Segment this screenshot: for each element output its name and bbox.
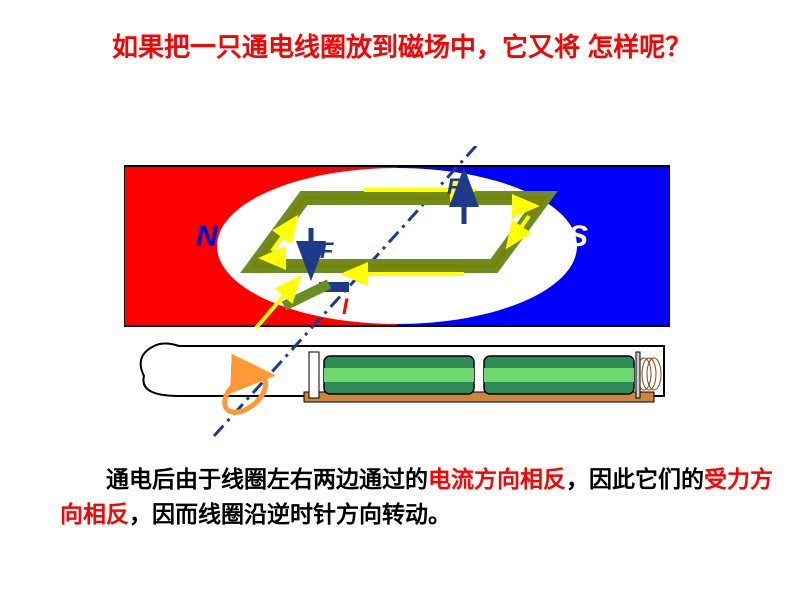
bracket-left <box>309 352 319 398</box>
diagram-svg: N S F F I <box>124 146 670 446</box>
bracket-right <box>636 352 640 398</box>
force-label-2: F <box>320 238 334 263</box>
battery-1-band <box>324 368 474 382</box>
battery-2-band <box>484 368 634 382</box>
conclusion-text: 通电后由于线圈左右两边通过的电流方向相反，因此它们的受力方向相反，因而线圈沿逆时… <box>60 462 774 531</box>
conclusion-p1: 通电后由于线圈左右两边通过的 <box>60 466 428 492</box>
question-line2: 怎样呢？ <box>587 32 691 62</box>
motor-diagram: N S F F I <box>124 146 670 426</box>
conclusion-p3: ，因而线圈沿逆时针方向转动。 <box>129 501 451 527</box>
force-label-1: F <box>447 174 461 199</box>
north-label: N <box>196 220 219 253</box>
question-text: 如果把一只通电线圈放到磁场中，它又将 怎样呢？ <box>60 28 734 67</box>
current-label: I <box>342 294 349 319</box>
question-line1: 如果把一只通电线圈放到磁场中，它又将 <box>60 32 580 62</box>
conclusion-p2: ，因此它们的 <box>566 466 704 492</box>
conclusion-h1: 电流方向相反 <box>428 466 566 492</box>
south-label: S <box>568 220 588 253</box>
